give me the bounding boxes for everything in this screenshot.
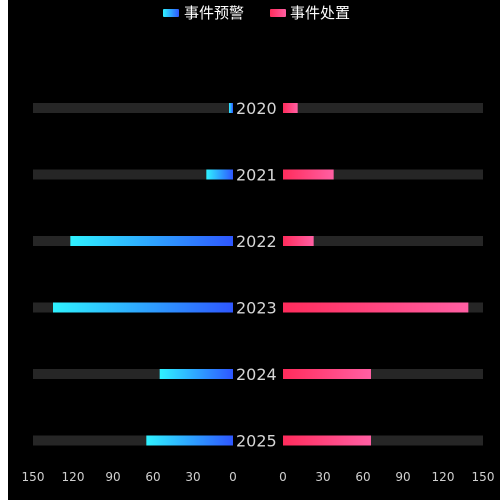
bar-warning-2020[interactable] <box>229 103 233 113</box>
right-tick-label: 60 <box>355 470 370 484</box>
legend-swatch-handling[interactable] <box>270 9 286 17</box>
category-label-2023: 2023 <box>236 299 277 318</box>
category-label-2021: 2021 <box>236 166 277 185</box>
right-tick-label: 30 <box>315 470 330 484</box>
left-tick-label: 30 <box>185 470 200 484</box>
bar-row-2022: 2022 <box>33 232 483 251</box>
left-track <box>33 169 233 180</box>
category-label-2022: 2022 <box>236 232 277 251</box>
left-track <box>33 435 233 446</box>
bar-row-2020: 2020 <box>33 99 483 118</box>
bar-handling-2023[interactable] <box>283 302 469 313</box>
bar-warning-2024[interactable] <box>159 369 233 379</box>
butterfly-bar-chart: 事件预警 事件处置 2020 2021 2022 2023 2024 2025 150 12… <box>22 4 495 484</box>
legend-swatch-warning[interactable] <box>163 9 179 17</box>
bar-handling-2022[interactable] <box>283 236 314 246</box>
category-label-2025: 2025 <box>236 432 277 451</box>
bar-warning-2025[interactable] <box>146 435 233 446</box>
legend-label-warning: 事件预警 <box>184 4 244 22</box>
bar-handling-2024[interactable] <box>283 369 371 379</box>
left-track <box>33 369 233 379</box>
legend-label-handling: 事件处置 <box>290 4 350 22</box>
bar-row-2024: 2024 <box>33 365 483 384</box>
right-tick-label: 0 <box>279 470 287 484</box>
right-track <box>283 236 483 246</box>
bar-rows: 2020 2021 2022 2023 2024 2025 <box>33 99 483 451</box>
bar-row-2023: 2023 <box>33 299 483 318</box>
right-track <box>283 435 483 446</box>
bar-warning-2021[interactable] <box>206 169 233 180</box>
legend: 事件预警 事件处置 <box>163 4 350 22</box>
right-tick-label: 150 <box>472 470 495 484</box>
right-tick-label: 90 <box>395 470 410 484</box>
right-tick-label: 120 <box>432 470 455 484</box>
right-track <box>283 369 483 379</box>
chart-area: 事件预警 事件处置 2020 2021 2022 2023 2024 2025 150 12… <box>8 0 500 500</box>
left-tick-label: 150 <box>22 470 45 484</box>
category-label-2020: 2020 <box>236 99 277 118</box>
bar-row-2025: 2025 <box>33 432 483 451</box>
right-track <box>283 103 483 113</box>
left-tick-label: 90 <box>105 470 120 484</box>
bar-warning-2022[interactable] <box>70 236 233 246</box>
x-axis-ticks: 150 120 90 60 30 0 0 30 60 90 120 150 <box>22 470 495 484</box>
bar-handling-2021[interactable] <box>283 169 334 180</box>
right-track <box>283 169 483 180</box>
bar-warning-2023[interactable] <box>53 302 233 313</box>
bar-row-2021: 2021 <box>33 166 483 185</box>
category-label-2024: 2024 <box>236 365 277 384</box>
left-tick-label: 60 <box>145 470 160 484</box>
left-track <box>33 103 233 113</box>
bar-handling-2020[interactable] <box>283 103 298 113</box>
left-tick-label: 120 <box>62 470 85 484</box>
bar-handling-2025[interactable] <box>283 435 371 446</box>
left-tick-label: 0 <box>229 470 237 484</box>
